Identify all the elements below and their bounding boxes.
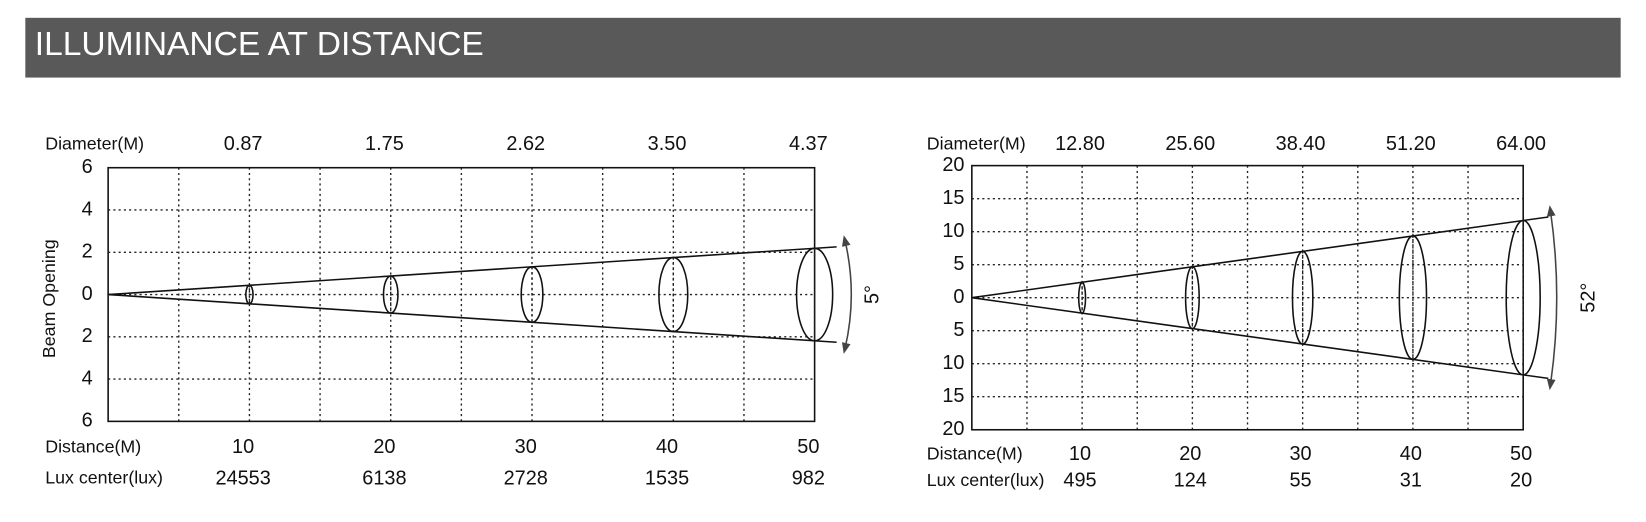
axis-tick-label: 0 [82, 283, 93, 305]
diameter-value: 4.37 [789, 133, 828, 155]
axis-tick-label: 4 [82, 367, 93, 389]
lux-value: 124 [1174, 469, 1207, 491]
title-bar [25, 17, 1621, 78]
distance-value: 30 [1289, 443, 1311, 465]
axis-tick-label: 5 [953, 319, 964, 341]
cone-edge [108, 246, 837, 296]
title: ILLUMINANCE AT DISTANCE [35, 26, 484, 63]
lux-value: 2728 [504, 467, 548, 489]
axis-tick-label: 20 [942, 418, 964, 440]
axis-tick-label: 10 [942, 220, 964, 242]
distance-value: 10 [1069, 443, 1091, 465]
diameter-value: 0.87 [224, 133, 263, 155]
diameter-value: 64.00 [1496, 133, 1546, 155]
axis-label: Beam Opening [39, 239, 59, 358]
distance-value: 40 [1400, 443, 1422, 465]
cone-edge [971, 296, 1549, 380]
lux-value: 982 [792, 467, 825, 489]
angle-arrow [1546, 205, 1558, 391]
axis-tick-label: 6 [82, 410, 93, 432]
axis-tick-label: 10 [942, 352, 964, 374]
lux-value: 495 [1063, 469, 1096, 491]
axis-tick-label: 4 [82, 198, 93, 220]
diameter-value: 51.20 [1386, 133, 1436, 155]
diameter-label: Diameter(M) [927, 133, 1026, 153]
diameter-value: 12.80 [1055, 133, 1105, 155]
distance-value: 50 [797, 436, 819, 458]
lux-value: 24553 [215, 467, 270, 489]
axis-tick-label: 2 [82, 241, 93, 263]
distance-value: 30 [515, 436, 537, 458]
axis-tick-label: 20 [942, 154, 964, 176]
diameter-value: 1.75 [365, 133, 404, 155]
distance-value: 20 [373, 436, 395, 458]
diameter-value: 3.50 [648, 133, 687, 155]
axis-tick-label: 15 [942, 187, 964, 209]
diameter-value: 38.40 [1276, 133, 1326, 155]
lux-value: 20 [1510, 469, 1532, 491]
lux-value: 55 [1289, 469, 1311, 491]
axis-tick-label: 5 [953, 253, 964, 275]
axis-tick-label: 2 [82, 325, 93, 347]
cone-edge [971, 216, 1549, 299]
diameter-label: Diameter(M) [45, 133, 144, 153]
distance-value: 40 [656, 436, 678, 458]
diameter-value: 25.60 [1165, 133, 1215, 155]
lux-value: 6138 [362, 467, 406, 489]
distance-value: 50 [1510, 443, 1532, 465]
axis-tick-label: 15 [942, 385, 964, 407]
distance-label: Distance(M) [45, 436, 141, 456]
angle-label: 5° [862, 285, 884, 304]
distance-label: Distance(M) [927, 444, 1023, 464]
distance-value: 20 [1179, 443, 1201, 465]
diameter-value: 2.62 [506, 133, 545, 155]
axis-tick-label: 6 [82, 156, 93, 178]
lux-value: 31 [1400, 469, 1422, 491]
axis-tick-label: 0 [953, 286, 964, 308]
angle-label: 52° [1577, 283, 1599, 313]
lux-label: Lux center(lux) [45, 468, 163, 488]
beam-ellipse [520, 266, 544, 324]
cone-edge [108, 293, 837, 344]
distance-value: 10 [232, 436, 254, 458]
lux-value: 1535 [645, 467, 689, 489]
angle-arrow [841, 235, 853, 354]
lux-label: Lux center(lux) [927, 470, 1045, 490]
